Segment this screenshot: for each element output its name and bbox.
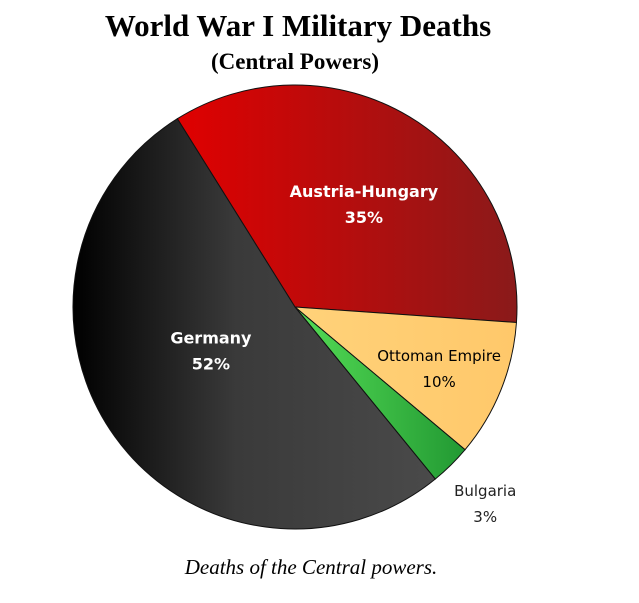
slice-label-ottoman-empire: Ottoman Empire bbox=[377, 347, 501, 365]
slice-percent-bulgaria: 3% bbox=[473, 508, 497, 526]
pie-labels: Austria-Hungary 35% Ottoman Empire 10% Bulga… bbox=[170, 182, 516, 526]
slice-percent-germany: 52% bbox=[192, 354, 230, 373]
pie-slice-germany bbox=[72, 118, 437, 530]
pie-slice-austria-hungary bbox=[176, 84, 518, 324]
chart-caption: Deaths of the Central powers. bbox=[184, 555, 438, 579]
slice-label-bulgaria: Bulgaria bbox=[454, 482, 516, 500]
slice-label-germany: Germany bbox=[170, 328, 252, 347]
slice-percent-ottoman-empire: 10% bbox=[422, 373, 455, 391]
pie-slices bbox=[72, 84, 518, 530]
slice-label-austria-hungary: Austria-Hungary bbox=[290, 182, 439, 201]
pie-slice-ottoman-empire bbox=[293, 306, 517, 451]
chart-subtitle: (Central Powers) bbox=[211, 49, 379, 74]
slice-percent-austria-hungary: 35% bbox=[345, 208, 383, 227]
chart-title: World War I Military Deaths bbox=[105, 8, 491, 43]
